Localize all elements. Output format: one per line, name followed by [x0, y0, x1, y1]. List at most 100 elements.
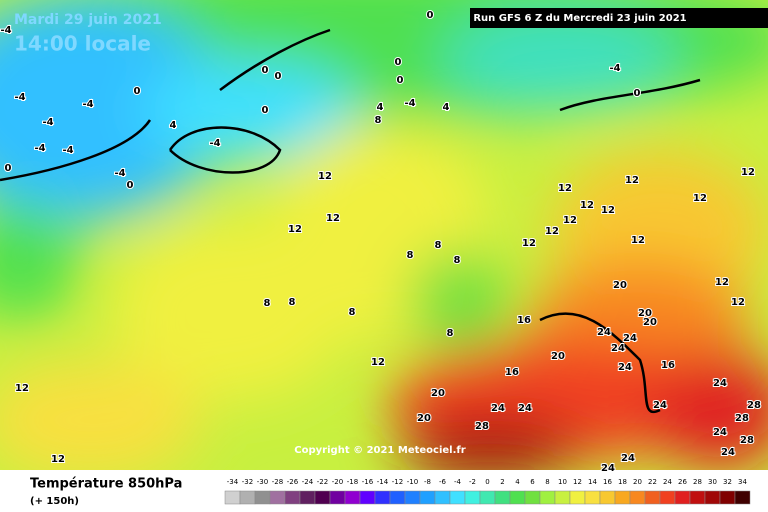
contour-label: -4	[42, 117, 53, 128]
contour-label: 28	[475, 421, 489, 432]
contour-label: 0	[397, 75, 404, 86]
contour-label: 24	[623, 333, 637, 344]
contour-label: 20	[643, 317, 657, 328]
color-swatch	[269, 490, 286, 505]
contour-label: 24	[713, 427, 727, 438]
colorbar-tick-label: 4	[515, 478, 520, 486]
colorbar-tick-label: 30	[708, 478, 717, 486]
color-swatch	[539, 490, 556, 505]
colorbar-tick-label: 26	[678, 478, 687, 486]
contour-label: -4	[14, 92, 25, 103]
color-swatch	[494, 490, 511, 505]
colorbar-tick-label: -4	[454, 478, 462, 486]
contour-label: 0	[262, 105, 269, 116]
contour-label: 24	[491, 403, 505, 414]
color-swatch	[554, 490, 571, 505]
colorbar-tick-label: 24	[663, 478, 672, 486]
contour-label: -4	[209, 138, 220, 149]
colorbar-tick-label: 0	[485, 478, 489, 486]
colorbar: -34 -32 -30 -28 -26 -24 -22 -20 -18 -16 -14 -12 -10-…	[224, 478, 751, 505]
colorbar-tick-label: -6	[439, 478, 447, 486]
colorbar-tick-label: 2	[500, 478, 504, 486]
color-swatch	[464, 490, 481, 505]
color-swatch	[314, 490, 331, 505]
colorbar-tick-label: 22	[648, 478, 657, 486]
contour-label: 28	[747, 400, 761, 411]
colorbar-tick-label: -12	[392, 478, 403, 486]
contour-label: 24	[611, 343, 625, 354]
color-swatch	[479, 490, 496, 505]
contour-label: 8	[435, 240, 442, 251]
contour-label: 12	[601, 205, 615, 216]
contour-label: -4	[82, 99, 93, 110]
contour-label: 12	[545, 226, 559, 237]
contour-label: 12	[522, 238, 536, 249]
color-swatch	[719, 490, 736, 505]
contour-label: 12	[715, 277, 729, 288]
color-swatch	[569, 490, 586, 505]
contour-label: 16	[661, 360, 675, 371]
colorbar-tick-label: -18	[347, 478, 358, 486]
contour-label: 12	[580, 200, 594, 211]
contour-label: 20	[431, 388, 445, 399]
contour-label: 12	[731, 297, 745, 308]
colorbar-tick-label: -2	[469, 478, 476, 486]
colorbar-tick-label: -22	[317, 478, 328, 486]
contour-label: 24	[618, 362, 632, 373]
contour-label: 8	[349, 307, 356, 318]
colorbar-tick-label: -28	[272, 478, 283, 486]
contour-label: 12	[51, 454, 65, 465]
contour-label: -4	[34, 143, 45, 154]
contour-label: 20	[551, 351, 565, 362]
copyright: Copyright © 2021 Meteociel.fr	[294, 445, 465, 456]
contour-label: -4	[0, 25, 11, 36]
colorbar-tick-label: -26	[287, 478, 299, 486]
color-swatch	[284, 490, 301, 505]
contour-label: 12	[326, 213, 340, 224]
color-swatch	[389, 490, 406, 505]
contour-label: 12	[558, 183, 572, 194]
color-swatch	[224, 490, 241, 505]
colorbar-tick-label: -20	[332, 478, 343, 486]
color-swatch	[434, 490, 451, 505]
contour-label: 0	[134, 86, 141, 97]
legend-subtitle: (+ 150h)	[30, 496, 79, 507]
colorbar-tick-label: 28	[693, 478, 702, 486]
contour-label: 8	[375, 115, 382, 126]
color-swatch	[674, 490, 691, 505]
color-swatch	[419, 490, 436, 505]
colorbar-tick-label: 20	[633, 478, 642, 486]
contour-label: 20	[613, 280, 627, 291]
colorbar-tick-label: 12	[573, 478, 582, 486]
contour-label: 20	[638, 308, 652, 319]
contour-label: 28	[740, 435, 754, 446]
colorbar-tick-label: 8	[545, 478, 549, 486]
contour-label: 12	[563, 215, 577, 226]
contour-label: 24	[621, 453, 635, 464]
colorbar-tick-label: -32	[242, 478, 253, 486]
colorbar-tick-label: -24	[302, 478, 314, 486]
color-swatch	[659, 490, 676, 505]
color-swatch	[449, 490, 466, 505]
color-swatch	[374, 490, 391, 505]
colorbar-tick-label: 14	[588, 478, 597, 486]
colorbar-tick-label: -34	[227, 478, 239, 486]
contour-label: 24	[653, 400, 667, 411]
colorbar-tick-label: 6	[530, 478, 535, 486]
contour-label: -4	[609, 63, 620, 74]
colorbar-tick-label: 10	[558, 478, 567, 486]
color-swatch	[689, 490, 706, 505]
colorbar-tick-label: -14	[377, 478, 389, 486]
color-swatch	[704, 490, 721, 505]
contour-label: 24	[713, 378, 727, 389]
color-swatch	[509, 490, 526, 505]
color-swatch	[644, 490, 661, 505]
contour-label: 24	[601, 463, 615, 474]
color-swatch	[614, 490, 631, 505]
contour-label: 0	[127, 180, 134, 191]
color-swatch	[344, 490, 361, 505]
contour-label: 8	[264, 298, 271, 309]
contour-label: 0	[427, 10, 434, 21]
color-swatch	[734, 490, 751, 505]
legend-title: Température 850hPa	[30, 477, 182, 492]
